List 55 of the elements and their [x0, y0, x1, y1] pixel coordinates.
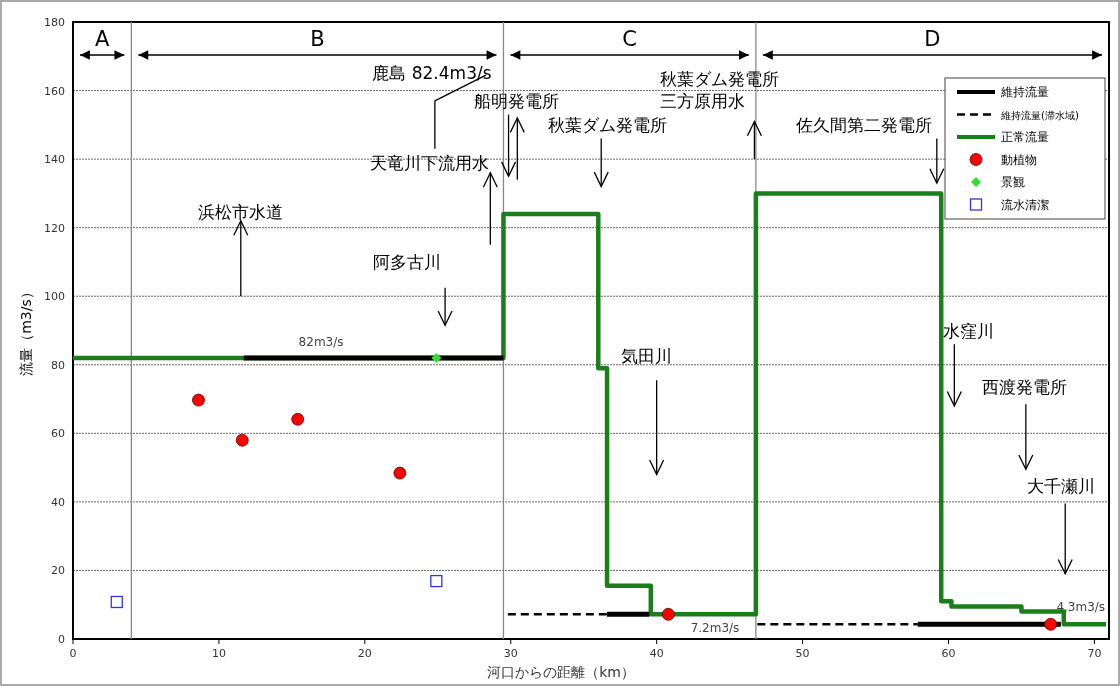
annotation: 秋葉ダム発電所: [659, 68, 779, 89]
legend-label: 流水清潔: [1001, 197, 1049, 212]
y-tick-label: 120: [44, 221, 65, 235]
legend-label: 動植物: [1001, 152, 1037, 167]
point: [291, 412, 305, 426]
point: [1044, 617, 1058, 631]
annotation: 佐久間第二発電所: [795, 114, 932, 135]
x-tick-label: 70: [1087, 647, 1102, 660]
annotation: 82m3/s: [298, 334, 344, 349]
annotation: 4.3m3/s: [1056, 600, 1106, 615]
y-tick-label: 0: [58, 633, 65, 646]
annotation: 鹿島 82.4m3/s: [372, 63, 492, 84]
annotation: 船明発電所: [474, 90, 560, 111]
annotation: 水窪川: [943, 320, 995, 341]
annotation: A: [95, 27, 110, 51]
legend-label: 維持流量: [1000, 85, 1049, 99]
point: [110, 595, 123, 609]
x-tick-label: 20: [357, 647, 372, 660]
x-tick-label: 10: [211, 647, 226, 660]
y-axis-title: 流量（m3/s）: [18, 285, 34, 376]
legend-label: 景観: [1001, 175, 1025, 189]
annotation: 秋葉ダム発電所: [547, 114, 667, 135]
annotation: 三方原用水: [659, 90, 745, 111]
x-tick-label: 50: [795, 647, 810, 660]
annotation: 阿多古川: [373, 251, 442, 272]
y-tick-label: 140: [44, 153, 65, 167]
point: [235, 433, 249, 447]
legend-label: 維持流量(滞水域): [1000, 109, 1079, 121]
y-tick-label: 160: [44, 84, 65, 98]
y-tick-label: 40: [51, 495, 65, 509]
point: [393, 466, 407, 480]
x-tick-label: 60: [941, 647, 956, 660]
annotation: 気田川: [620, 346, 672, 367]
annotation: 西渡発電所: [981, 377, 1067, 398]
annotation: 浜松市水道: [198, 202, 284, 223]
y-tick-label: 60: [51, 427, 65, 441]
x-tick-label: 40: [649, 647, 664, 660]
annotation: D: [924, 27, 941, 51]
x-axis-title: 河口からの距離（km）: [487, 664, 635, 680]
annotation: C: [622, 27, 637, 51]
y-tick-label: 100: [44, 290, 65, 304]
point: [192, 393, 205, 407]
y-tick-label: 180: [44, 16, 65, 29]
legend-label: 正常流量: [1001, 130, 1049, 144]
point: [431, 352, 442, 363]
x-tick-label: 0: [69, 647, 77, 660]
y-tick-label: 20: [51, 564, 65, 578]
annotation: 大千瀬川: [1026, 476, 1095, 497]
y-tick-label: 80: [51, 358, 65, 372]
point: [661, 607, 675, 621]
annotation: 天竜川下流用水: [369, 152, 489, 173]
point: [430, 574, 443, 588]
annotation: B: [310, 27, 325, 51]
annotation: 7.2m3/s: [690, 621, 740, 636]
x-tick-label: 30: [503, 647, 518, 660]
